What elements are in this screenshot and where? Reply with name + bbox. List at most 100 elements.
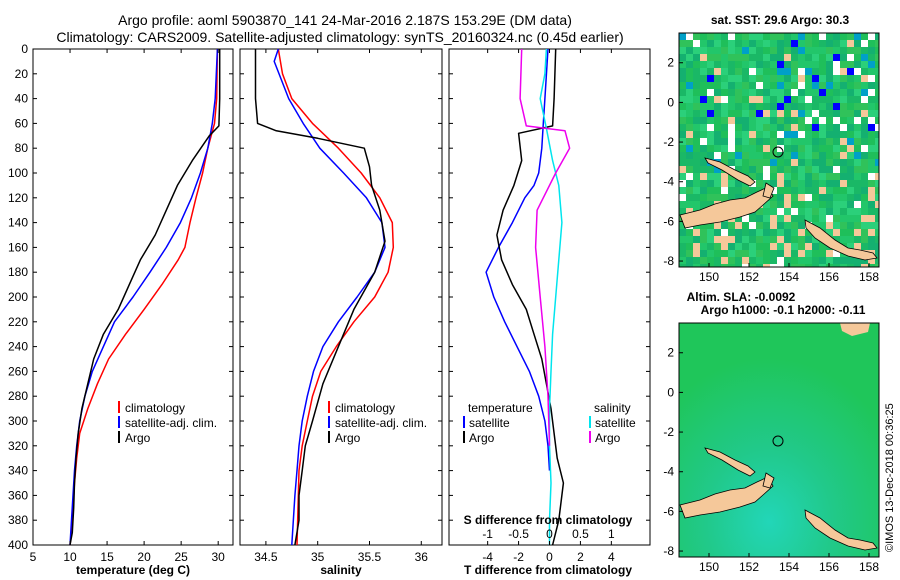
- sst-map-cell: [805, 138, 812, 145]
- sst-map-cell: [686, 264, 693, 267]
- sst-map-cell: [812, 117, 819, 124]
- sst-map-cell: [714, 75, 721, 82]
- sst-map-cell: [700, 138, 707, 145]
- land-bougainville: [804, 509, 878, 551]
- sst-map-cell: [756, 103, 763, 110]
- sst-map-cell: [756, 61, 763, 68]
- sst-map-cell: [826, 33, 833, 40]
- sst-map-cell: [833, 124, 840, 131]
- sst-map-cell: [777, 82, 784, 89]
- sst-map-cell: [686, 180, 693, 187]
- sst-map-cell: [833, 61, 840, 68]
- sst-map-cell: [791, 159, 798, 166]
- sst-map-cell: [805, 173, 812, 180]
- sst-map-cell: [770, 166, 777, 173]
- sst-map-cell: [791, 166, 798, 173]
- sst-map-cell: [770, 68, 777, 75]
- temperature-xlabel: temperature (deg C): [76, 563, 190, 577]
- sst-map-cell: [749, 131, 756, 138]
- sst-map-cell: [742, 61, 749, 68]
- sst-map-cell: [770, 236, 777, 243]
- sst-map-cell: [693, 194, 700, 201]
- sst-map-cell: [735, 61, 742, 68]
- sst-map-cell: [819, 187, 826, 194]
- sst-map-cell: [784, 68, 791, 75]
- sst-map-cell: [840, 103, 847, 110]
- sst-map-cell: [721, 138, 728, 145]
- sst-map-cell: [833, 264, 840, 267]
- sst-map-cell: [833, 159, 840, 166]
- sst-map-cell: [770, 208, 777, 215]
- sst-map-cell: [868, 145, 875, 152]
- sst-map-cell: [840, 208, 847, 215]
- sst-map-cell: [854, 229, 861, 236]
- sst-map-cell: [875, 124, 879, 131]
- sst-map-cell: [812, 215, 819, 222]
- sst-map-cell: [721, 194, 728, 201]
- x-tick-label: -2: [513, 550, 524, 564]
- sst-map-cell: [763, 243, 770, 250]
- sst-map-cell: [812, 187, 819, 194]
- sst-map-cell: [777, 215, 784, 222]
- sst-map-cell: [707, 138, 714, 145]
- sst-map-cell: [742, 117, 749, 124]
- sst-map-cell: [868, 54, 875, 61]
- sst-map-cell: [826, 250, 833, 257]
- sst-map-cell: [819, 89, 826, 96]
- sst-map-cell: [763, 131, 770, 138]
- sst-map-cell: [777, 138, 784, 145]
- sst-map-cell: [721, 33, 728, 40]
- map-y-tick-label: -4: [663, 465, 674, 479]
- sst-map-cell: [763, 110, 770, 117]
- sst-map-cell: [798, 250, 805, 257]
- sst-map-cell: [686, 33, 693, 40]
- sst-map-cell: [714, 131, 721, 138]
- sst-map-cell: [868, 201, 875, 208]
- series-line-satellite-adj-clim-: [273, 48, 386, 546]
- sst-map-cell: [714, 187, 721, 194]
- sst-map-cell: [707, 201, 714, 208]
- sst-map-cell: [728, 257, 735, 264]
- map-x-tick-label: 152: [739, 560, 759, 574]
- sst-map-cell: [749, 40, 756, 47]
- sst-map-cell: [686, 61, 693, 68]
- map-y-tick-label: 0: [667, 95, 674, 109]
- sst-map-cell: [707, 33, 714, 40]
- sst-map-cell: [875, 257, 879, 264]
- sst-map-land: [679, 157, 878, 261]
- sst-map-cell: [700, 250, 707, 257]
- sst-map-cell: [791, 243, 798, 250]
- sst-map-cells: [679, 33, 879, 267]
- sst-map-cell: [833, 194, 840, 201]
- sst-map-cell: [679, 229, 686, 236]
- sst-map-cell: [805, 33, 812, 40]
- sst-map-cell: [728, 173, 735, 180]
- sst-map-cell: [686, 243, 693, 250]
- sst-map-cell: [847, 215, 854, 222]
- depth-tick-label: 40: [15, 92, 29, 106]
- sst-map-cell: [875, 222, 879, 229]
- map-y-tick-label: -8: [663, 254, 674, 268]
- sst-map-cell: [784, 194, 791, 201]
- legend-label: satellite: [469, 416, 510, 430]
- sst-map-cell: [686, 54, 693, 61]
- sst-map-cell: [798, 215, 805, 222]
- legend-label: Argo: [125, 431, 151, 445]
- sst-map-cell: [756, 243, 763, 250]
- sst-map-cell: [861, 208, 868, 215]
- x-tick-label-top: -1: [482, 527, 493, 541]
- sst-map-cell: [735, 236, 742, 243]
- series-line-temperature-satellite: [485, 48, 551, 471]
- sst-map-cell: [833, 68, 840, 75]
- sst-map-cell: [756, 250, 763, 257]
- sst-map-cell: [707, 54, 714, 61]
- map-x-tick-label: 150: [699, 270, 719, 284]
- legend-label: climatology: [335, 401, 395, 415]
- sst-map-cell: [742, 243, 749, 250]
- sst-map-cell: [798, 236, 805, 243]
- sst-map-cell: [791, 89, 798, 96]
- sst-map-cell: [735, 187, 742, 194]
- sst-map-cell: [686, 89, 693, 96]
- sst-map-cell: [679, 145, 686, 152]
- sst-map-cell: [840, 138, 847, 145]
